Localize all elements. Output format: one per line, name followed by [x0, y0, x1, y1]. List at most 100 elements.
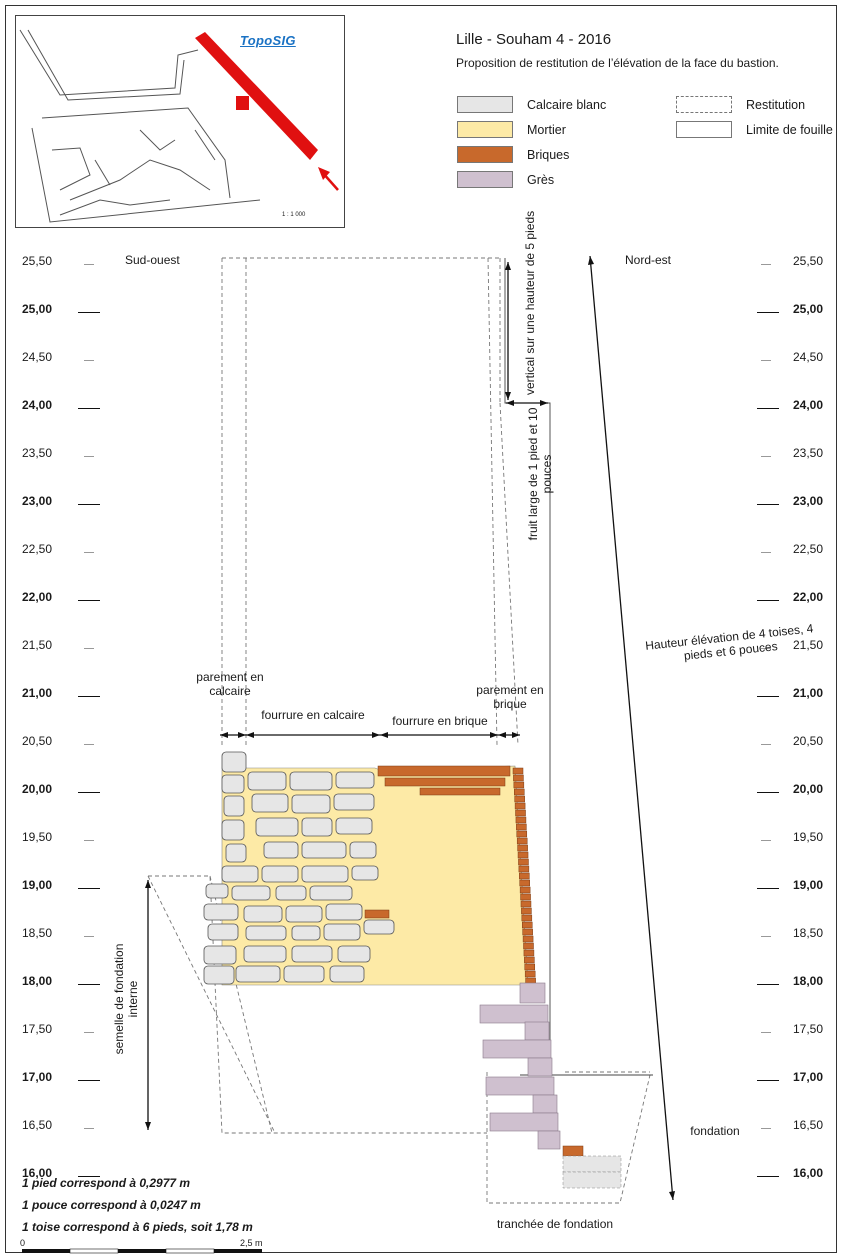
limestone-block: [337, 945, 371, 963]
orientation-left: Sud-ouest: [125, 253, 180, 267]
legend-label-limite: Limite de fouille: [746, 123, 833, 137]
limestone-block: [203, 945, 237, 965]
brick: [516, 837, 528, 845]
limestone-block: [247, 771, 287, 791]
scale-bar-graphic: [22, 1248, 262, 1254]
brick: [519, 872, 530, 880]
limestone-blocks: [203, 751, 395, 985]
brick: [523, 942, 534, 950]
elevation-label-left: 16,50: [22, 1118, 53, 1132]
elevation-label-left: 17,50: [22, 1022, 53, 1036]
elevation-label-right: 22,00: [793, 590, 824, 604]
label-tranchee: tranchée de fondation: [496, 1217, 614, 1231]
elevation-tick: [757, 792, 779, 793]
elevation-label-left: 23,50: [22, 446, 53, 460]
label-parement-calcaire: parement en calcaire: [196, 670, 264, 698]
brick: [524, 970, 536, 978]
legend-swatch-gres: [457, 171, 513, 188]
orientation-right: Nord-est: [625, 253, 672, 267]
brick: [522, 928, 533, 936]
label-semelle: semelle de fondation interne: [112, 943, 140, 1055]
scale-bar-end: 2,5 m: [240, 1238, 263, 1248]
legend-label-briques: Briques: [527, 148, 570, 162]
limestone-block: [221, 774, 245, 794]
limestone-block: [221, 819, 245, 841]
limestone-block: [261, 865, 299, 883]
brick-courses: [364, 765, 511, 919]
legend-swatch-briques: [457, 146, 513, 163]
elevation-tick: [78, 504, 100, 505]
note-toise: 1 toise correspond à 6 pieds, soit 1,78 …: [22, 1220, 253, 1234]
limestone-block: [301, 865, 349, 883]
limestone-block: [225, 843, 247, 863]
elevation-label-right: 19,50: [793, 830, 824, 844]
limestone-block: [251, 793, 289, 813]
limestone-block: [351, 865, 379, 881]
label-fondation: fondation: [690, 1124, 740, 1138]
elevation-tick: [757, 312, 779, 313]
limestone-block: [335, 817, 373, 835]
elevation-label-left: 18,00: [22, 974, 53, 988]
elevation-tick: [761, 744, 771, 745]
legend-label-calcaire: Calcaire blanc: [527, 98, 607, 112]
elevation-tick: [84, 360, 94, 361]
brick: [513, 781, 525, 789]
elevation-label-right: 20,50: [793, 734, 824, 748]
elevation-label-right: 18,00: [793, 974, 824, 988]
limestone-block: [283, 965, 325, 983]
legend-swatch-limite: [676, 121, 732, 138]
inset-scale: 1 : 1 000: [282, 212, 306, 218]
elevation-tick: [757, 888, 779, 889]
elevation-tick: [84, 648, 94, 649]
brick: [519, 886, 531, 894]
label-vertical: vertical sur une hauteur de 5 pieds: [523, 210, 537, 395]
label-fourrure-brique: fourrure en brique: [392, 714, 488, 728]
brick: [519, 879, 530, 887]
page-subtitle: Proposition de restitution de l’élévatio…: [456, 56, 779, 70]
legend-label-mortier: Mortier: [527, 123, 566, 137]
elevation-label-left: 24,00: [22, 398, 53, 412]
lower-blocks: [562, 1145, 622, 1189]
elevation-label-left: 21,00: [22, 686, 53, 700]
page-frame: [5, 5, 837, 1253]
elevation-label-right: 24,00: [793, 398, 824, 412]
elevation-label-right: 17,00: [793, 1070, 824, 1084]
elevation-label-right: 18,50: [793, 926, 824, 940]
limestone-block: [309, 885, 353, 901]
toposig-logo: TopoSIG: [240, 33, 296, 48]
limestone-block: [363, 919, 395, 935]
limestone-block: [329, 965, 365, 983]
brick: [521, 907, 532, 915]
elevation-label-left: 20,50: [22, 734, 53, 748]
elevation-label-left: 24,50: [22, 350, 53, 364]
brick: [516, 830, 528, 838]
elevation-label-left: 25,00: [22, 302, 53, 316]
limestone-block: [203, 965, 235, 985]
elevation-tick: [761, 840, 771, 841]
limestone-block: [243, 905, 283, 923]
brick: [514, 788, 525, 796]
elevation-label-left: 19,00: [22, 878, 53, 892]
elevation-tick: [761, 360, 771, 361]
limestone-block: [349, 841, 377, 859]
elevation-tick: [757, 1176, 779, 1177]
brick: [523, 949, 535, 957]
elevation-tick: [78, 792, 100, 793]
brick: [515, 816, 527, 824]
limestone-block: [333, 793, 375, 811]
legend-label-restitution: Restitution: [746, 98, 806, 112]
elevation-tick: [84, 1032, 94, 1033]
limestone-block: [263, 841, 299, 859]
elevation-tick: [78, 600, 100, 601]
elevation-tick: [761, 936, 771, 937]
elevation-label-right: 23,00: [793, 494, 824, 508]
limestone-block: [243, 945, 287, 963]
limestone-block: [231, 885, 271, 901]
dimension-arrows: [147, 255, 674, 1201]
elevation-tick: [84, 552, 94, 553]
limestone-block: [323, 923, 361, 941]
legend-swatch-calcaire: [457, 96, 513, 113]
elevation-tick: [78, 984, 100, 985]
